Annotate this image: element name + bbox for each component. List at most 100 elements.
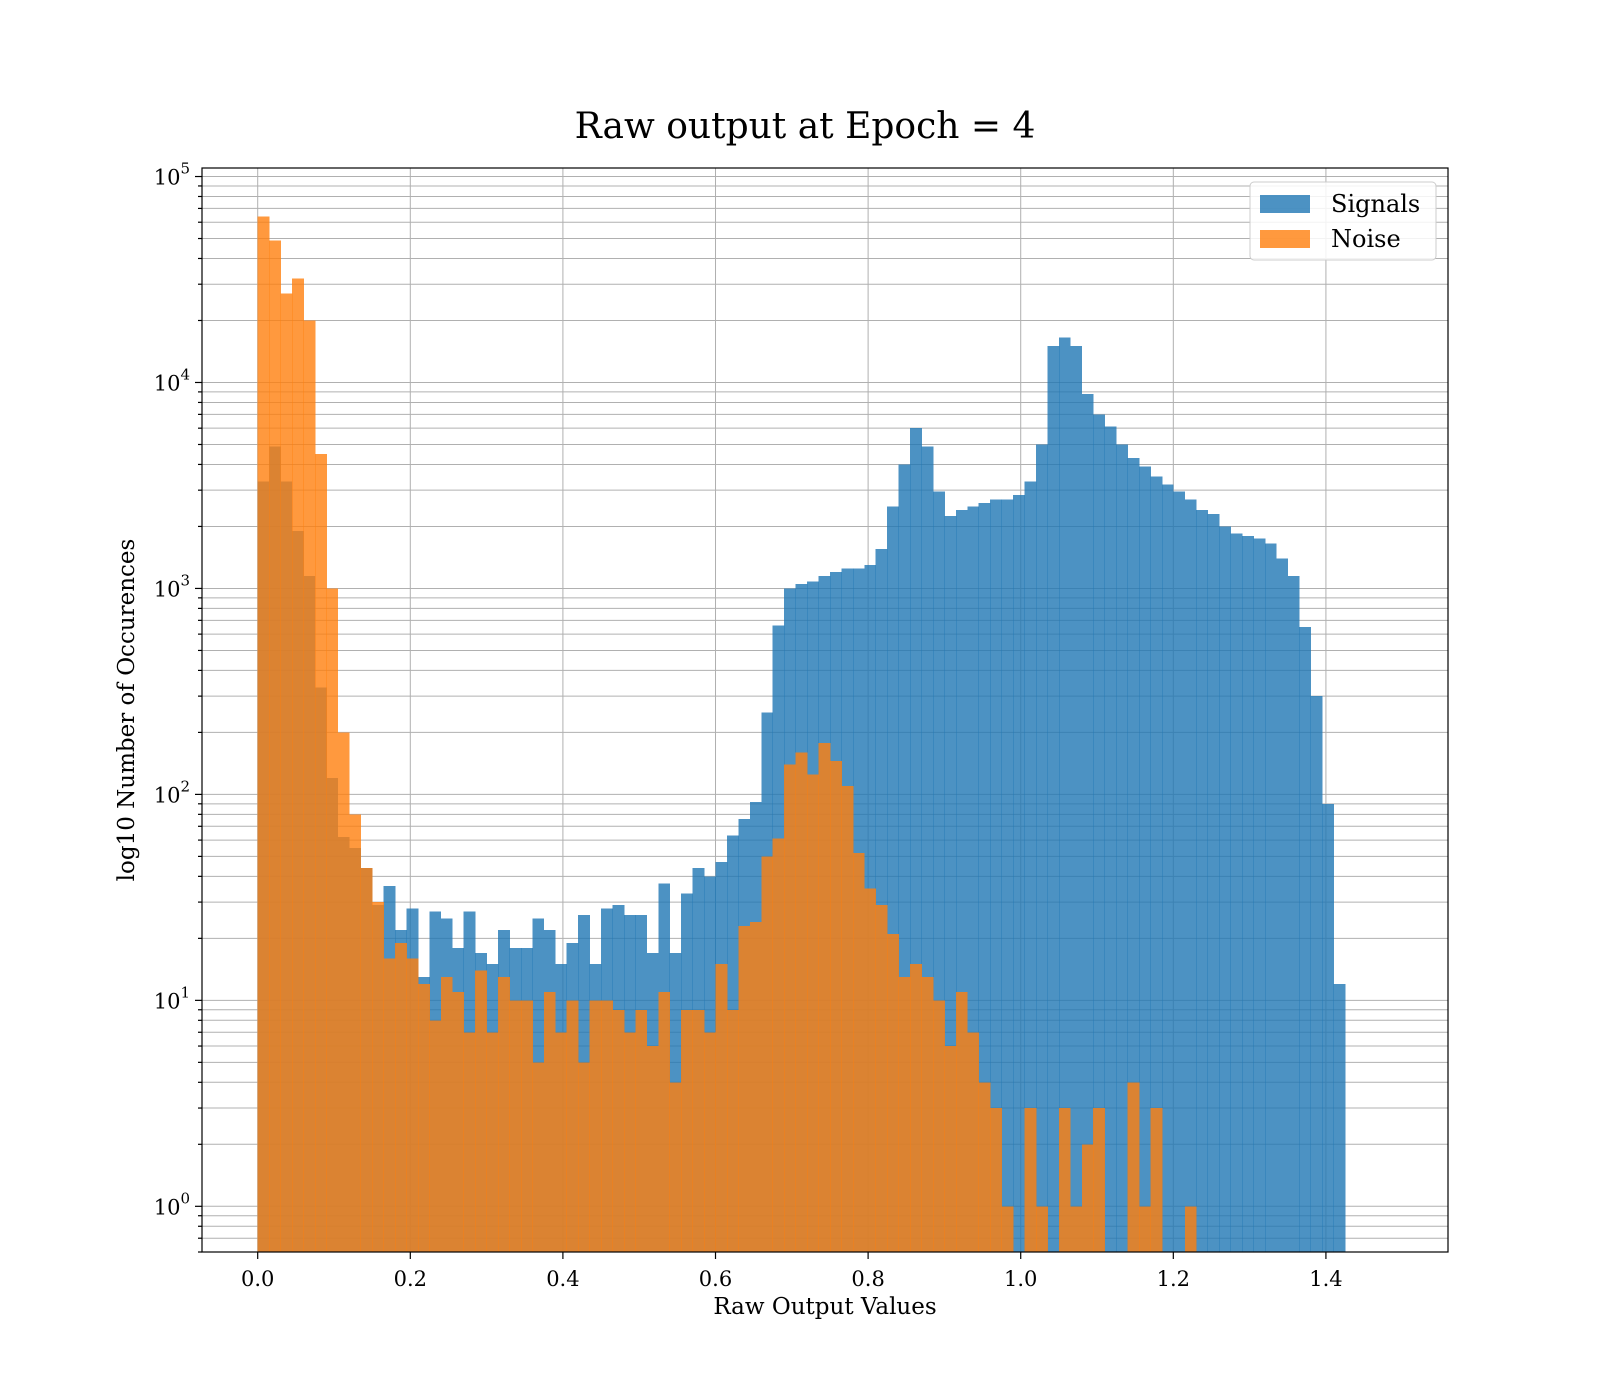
x-tick-label: 0.6 — [699, 1267, 732, 1291]
histogram-bar — [1264, 543, 1277, 1252]
histogram-bar — [383, 958, 396, 1252]
histogram-bar — [910, 964, 922, 1252]
y-tick-exponent: 5 — [180, 160, 190, 178]
histogram-bar — [990, 499, 1003, 1252]
histogram-bar — [372, 902, 384, 1252]
histogram-bar — [910, 428, 922, 1252]
histogram-bar — [1093, 1108, 1106, 1252]
histogram-bar — [1001, 1206, 1014, 1252]
histogram-bar — [475, 970, 488, 1252]
x-tick-label: 0.8 — [851, 1267, 884, 1291]
histogram-bar — [669, 1082, 682, 1252]
histogram-bar — [875, 905, 888, 1252]
histogram-bar — [978, 502, 991, 1252]
histogram-bar — [1310, 696, 1323, 1252]
histogram-bar — [1138, 1206, 1151, 1252]
histogram-bar — [1184, 1206, 1197, 1252]
histogram-bar — [715, 964, 728, 1252]
y-tick-exponent: 4 — [180, 365, 190, 383]
x-tick-label: 1.4 — [1309, 1267, 1342, 1291]
histogram-bar — [1058, 337, 1071, 1252]
histogram-bar — [509, 1000, 522, 1252]
histogram-bar — [1196, 510, 1209, 1253]
x-tick-label: 0.4 — [546, 1267, 579, 1291]
histogram-bar — [486, 1032, 499, 1252]
histogram-bar — [1035, 1206, 1048, 1252]
histogram-bar — [1127, 457, 1140, 1253]
legend: Signals Noise — [1249, 181, 1437, 261]
histogram-bar — [887, 933, 900, 1252]
histogram-bar — [761, 856, 774, 1252]
y-tick-label: 101 — [154, 983, 190, 1013]
histogram-bar — [452, 991, 465, 1252]
histogram-bar — [944, 1046, 957, 1252]
histogram-bar — [1184, 499, 1197, 1252]
series-noise — [257, 216, 1197, 1253]
histogram-bar — [349, 814, 362, 1252]
y-tick-base: 10 — [154, 577, 181, 601]
histogram-bar — [887, 506, 900, 1253]
histogram-bar — [1024, 1108, 1037, 1252]
histogram-bar — [578, 1062, 591, 1252]
chart-title: Raw output at Epoch = 4 — [575, 106, 1036, 147]
histogram-bar — [704, 1032, 716, 1252]
histogram-bar — [1230, 533, 1243, 1252]
histogram-bar — [1276, 558, 1289, 1252]
histogram-bar — [978, 1082, 991, 1252]
histogram-bar — [612, 1009, 625, 1252]
histogram-bar — [360, 867, 373, 1252]
histogram-bar — [990, 1108, 1003, 1252]
axis-ticks: 0.0 0.2 0.4 0.6 0.8 1.0 1.2 1.41001011021031041… — [154, 160, 1343, 1291]
y-tick-label: 102 — [154, 777, 190, 807]
histogram-bar — [429, 1020, 442, 1252]
histogram-bar — [292, 278, 304, 1252]
x-tick-label: 1.0 — [1004, 1267, 1037, 1291]
histogram-bar — [417, 984, 430, 1252]
histogram-bar — [543, 991, 556, 1252]
histogram-bar — [1024, 481, 1037, 1253]
histogram-bar — [795, 752, 808, 1252]
histogram-bar — [1047, 346, 1060, 1252]
histogram-bar — [1173, 491, 1186, 1253]
plot-frame — [201, 167, 1449, 1253]
histogram-bar — [326, 588, 339, 1252]
y-tick-exponent: 1 — [180, 983, 190, 1001]
histogram-bar — [864, 888, 877, 1252]
legend-swatch-signals — [1260, 195, 1310, 213]
y-tick-label: 100 — [154, 1189, 190, 1219]
legend-label-signals: Signals — [1331, 190, 1420, 218]
histogram-bar — [1207, 513, 1220, 1252]
histogram-bar — [784, 764, 797, 1252]
histogram-bar — [257, 216, 270, 1253]
histogram-bar — [726, 1009, 739, 1252]
histogram-bar — [932, 1000, 945, 1252]
histogram-bar — [967, 506, 980, 1253]
histogram-bar — [1013, 494, 1025, 1252]
histogram-bar — [1322, 803, 1334, 1252]
histogram-bar — [1287, 575, 1300, 1252]
y-tick-base: 10 — [154, 371, 181, 395]
histogram-bars — [257, 216, 1346, 1253]
histogram-bar — [749, 922, 762, 1252]
y-tick-base: 10 — [154, 783, 181, 807]
histogram-bar — [1333, 984, 1346, 1252]
histogram-bar — [841, 785, 854, 1252]
histogram-bar — [852, 852, 865, 1252]
histogram-bar — [955, 510, 968, 1253]
histogram-bar — [1150, 476, 1163, 1252]
histogram-bar — [875, 549, 888, 1252]
y-tick-label: 105 — [154, 160, 190, 190]
histogram-bar — [280, 293, 293, 1253]
histogram-bar — [807, 774, 819, 1252]
histogram-bar — [738, 925, 751, 1252]
histogram-bar — [898, 976, 911, 1252]
histogram-bar — [589, 1000, 602, 1252]
histogram-bar — [1253, 538, 1266, 1252]
histogram-bar — [955, 991, 968, 1252]
histogram-bar — [303, 320, 316, 1252]
x-tick-label: 0.0 — [241, 1267, 274, 1291]
histogram-bar — [532, 1062, 545, 1252]
histogram-bar — [1081, 1144, 1094, 1252]
